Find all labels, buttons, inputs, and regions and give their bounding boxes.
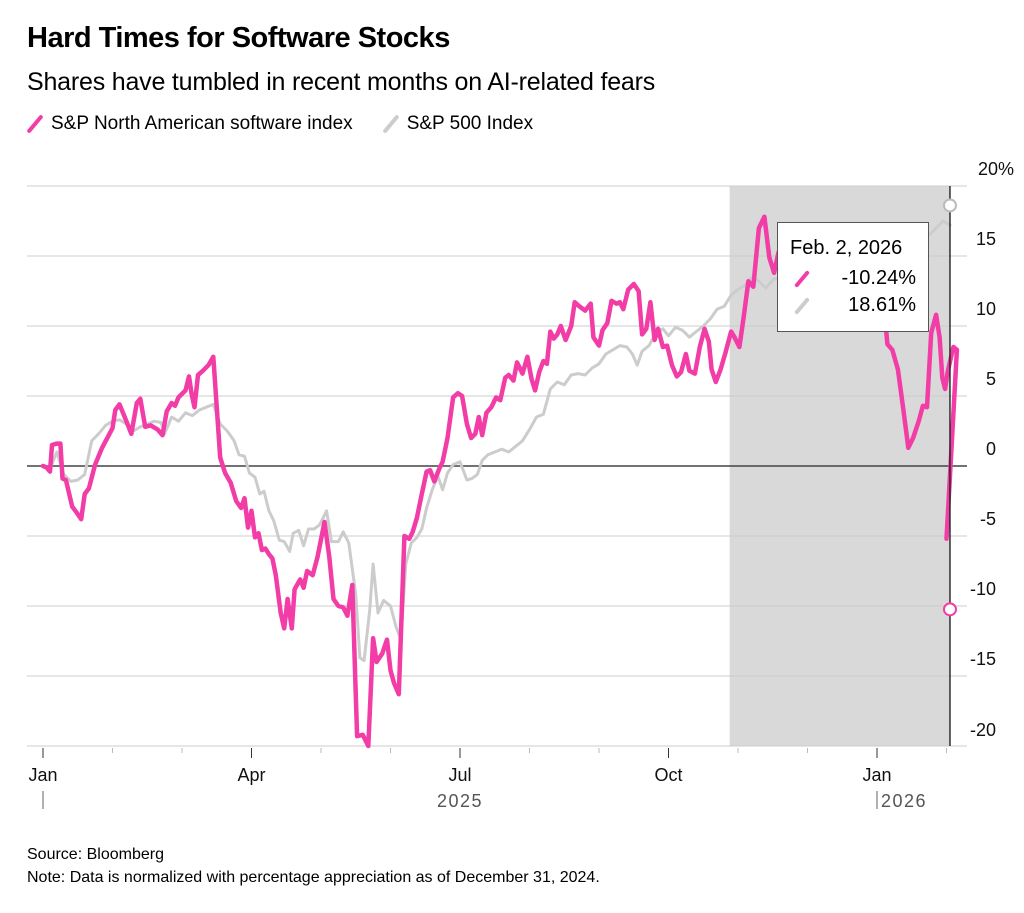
- y-tick-label: -5: [980, 509, 996, 529]
- chart-subtitle: Shares have tumbled in recent months on …: [27, 68, 656, 96]
- y-tick-label: -10: [970, 579, 996, 599]
- y-tick-label: -15: [970, 649, 996, 669]
- y-tick-label: 5: [986, 369, 996, 389]
- footnote: Note: Data is normalized with percentage…: [27, 869, 600, 886]
- legend-item-sp500[interactable]: S&P 500 Index: [383, 113, 533, 135]
- x-tick-label: Jan: [28, 765, 57, 785]
- legend-label-software: S&P North American software index: [51, 113, 353, 134]
- legend-label-sp500: S&P 500 Index: [406, 113, 534, 134]
- source-note: Source: Bloomberg: [27, 846, 164, 863]
- end-marker-sp500: [942, 198, 957, 213]
- chart-title: Hard Times for Software Stocks: [27, 22, 450, 54]
- tooltip-sp500-value: 18.61%: [848, 294, 916, 316]
- legend: S&P North American software index S&P 50…: [27, 113, 563, 135]
- x-tick-label: Jan: [862, 765, 891, 785]
- y-tick-label: 0: [986, 439, 996, 459]
- year-label: 2025: [437, 791, 483, 811]
- legend-item-software[interactable]: S&P North American software index: [27, 113, 353, 135]
- tooltip-date: Feb. 2, 2026: [790, 237, 903, 259]
- x-tick-label: Jul: [448, 765, 471, 785]
- tooltip-software-value: -10.24%: [841, 267, 917, 289]
- tooltip-software-swatch-icon: [794, 270, 810, 288]
- x-tick-label: Apr: [237, 765, 265, 785]
- tooltip-sp500-swatch-icon: [794, 297, 810, 315]
- end-marker-software: [942, 602, 957, 617]
- y-tick-label: -20: [970, 720, 996, 740]
- y-tick-label: 20%: [978, 159, 1014, 179]
- y-tick-label: 10: [976, 299, 996, 319]
- year-label: 2026: [881, 791, 927, 811]
- hover-tooltip: Feb. 2, 2026 -10.24% 18.61%: [777, 222, 929, 332]
- y-tick-label: 15: [976, 229, 996, 249]
- x-tick-label: Oct: [654, 765, 682, 785]
